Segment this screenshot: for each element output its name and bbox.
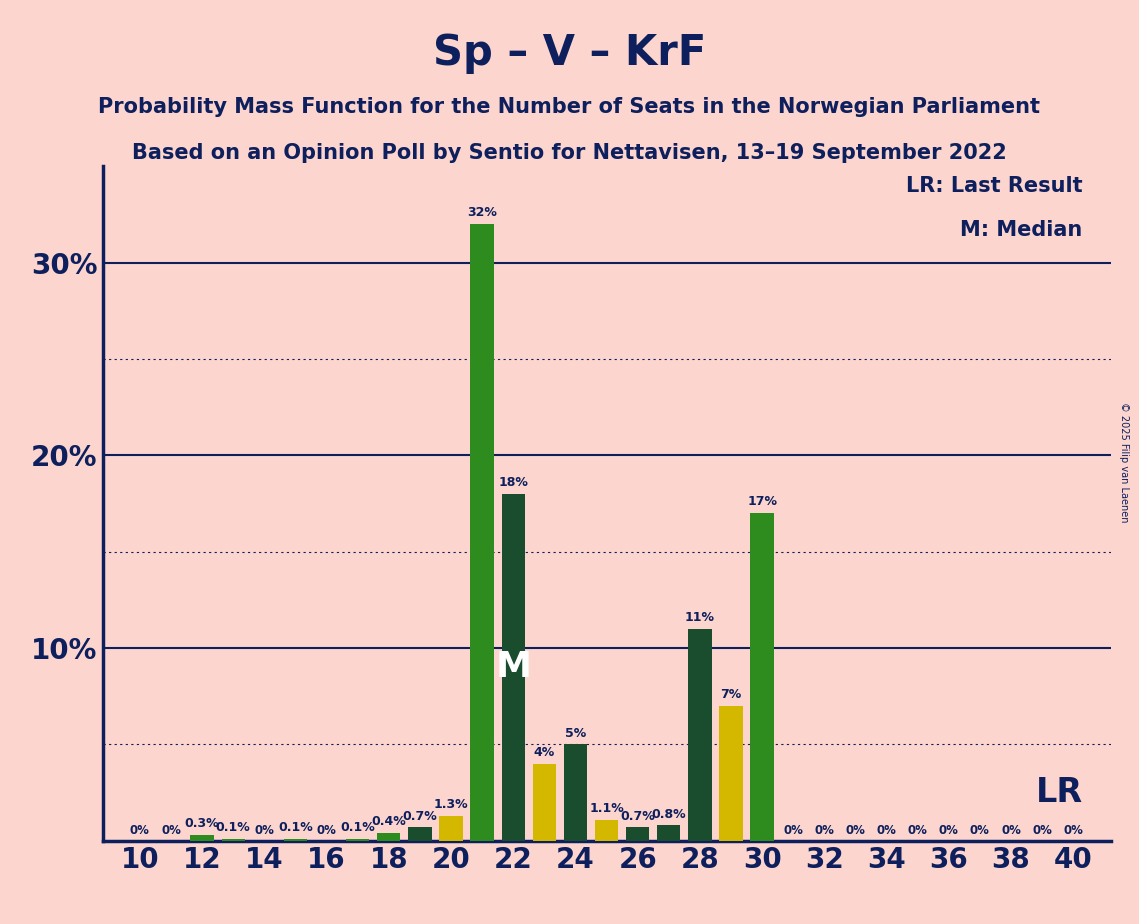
Bar <box>501 494 525 841</box>
Text: Probability Mass Function for the Number of Seats in the Norwegian Parliament: Probability Mass Function for the Number… <box>98 97 1041 117</box>
Bar <box>626 827 649 841</box>
Bar <box>221 839 245 841</box>
Bar <box>377 833 401 841</box>
Text: 18%: 18% <box>498 476 528 489</box>
Text: Sp – V – KrF: Sp – V – KrF <box>433 32 706 74</box>
Text: 7%: 7% <box>720 688 741 701</box>
Bar <box>408 827 432 841</box>
Text: 0.3%: 0.3% <box>185 817 220 831</box>
Text: 0.7%: 0.7% <box>402 809 437 822</box>
Bar <box>720 706 743 841</box>
Text: 4%: 4% <box>534 746 555 759</box>
Text: Based on an Opinion Poll by Sentio for Nettavisen, 13–19 September 2022: Based on an Opinion Poll by Sentio for N… <box>132 143 1007 164</box>
Text: 0%: 0% <box>317 824 336 837</box>
Text: 0.1%: 0.1% <box>215 821 251 834</box>
Bar <box>595 820 618 841</box>
Text: 0%: 0% <box>814 824 834 837</box>
Text: 0%: 0% <box>877 824 896 837</box>
Text: 0.1%: 0.1% <box>278 821 313 834</box>
Text: 32%: 32% <box>467 206 497 219</box>
Bar <box>190 835 214 841</box>
Text: 0%: 0% <box>845 824 866 837</box>
Text: 0%: 0% <box>970 824 990 837</box>
Text: 0.1%: 0.1% <box>341 821 375 834</box>
Bar <box>657 825 680 841</box>
Text: 0%: 0% <box>1063 824 1083 837</box>
Text: 0%: 0% <box>1032 824 1052 837</box>
Text: © 2025 Filip van Laenen: © 2025 Filip van Laenen <box>1120 402 1129 522</box>
Bar <box>751 513 773 841</box>
Text: 11%: 11% <box>685 611 715 624</box>
Text: 0%: 0% <box>784 824 803 837</box>
Text: 0%: 0% <box>130 824 150 837</box>
Text: 17%: 17% <box>747 495 777 508</box>
Text: 1.1%: 1.1% <box>589 802 624 815</box>
Bar <box>470 225 493 841</box>
Text: 0%: 0% <box>254 824 274 837</box>
Text: LR: LR <box>1035 776 1082 809</box>
Bar <box>564 745 587 841</box>
Text: 0.4%: 0.4% <box>371 815 407 828</box>
Text: 0%: 0% <box>908 824 927 837</box>
Text: LR: Last Result: LR: Last Result <box>906 176 1082 196</box>
Bar <box>346 839 369 841</box>
Text: 0%: 0% <box>939 824 959 837</box>
Bar <box>533 764 556 841</box>
Text: M: Median: M: Median <box>960 220 1082 240</box>
Text: 0.7%: 0.7% <box>621 809 655 822</box>
Text: 5%: 5% <box>565 726 587 739</box>
Text: 0%: 0% <box>161 824 181 837</box>
Text: M: M <box>495 650 531 685</box>
Text: 0%: 0% <box>1001 824 1021 837</box>
Text: 1.3%: 1.3% <box>434 798 468 811</box>
Bar <box>284 839 308 841</box>
Bar <box>440 816 462 841</box>
Bar <box>688 629 712 841</box>
Text: 0.8%: 0.8% <box>652 808 686 821</box>
